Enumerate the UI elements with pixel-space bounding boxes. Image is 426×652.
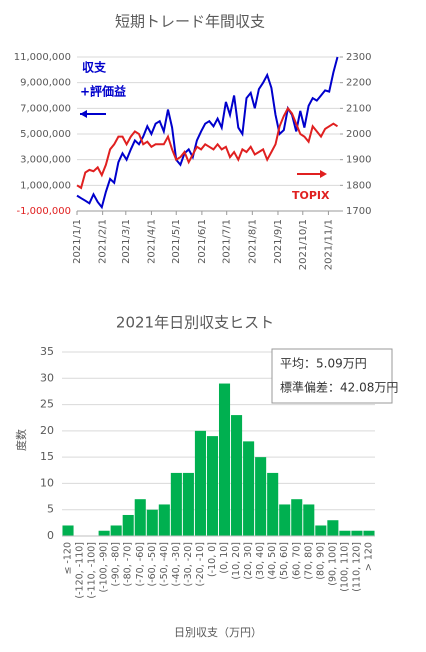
x-tick-label: (10, 20]: [231, 542, 242, 580]
bar: [351, 530, 363, 536]
bar: [158, 504, 170, 536]
x-tick-label: (60, 70]: [291, 542, 302, 580]
line-series: [76, 56, 339, 210]
y2-tick-label: 2200: [346, 78, 371, 89]
x-tick-label: (-80, -70]: [123, 542, 134, 587]
y-tick-label: 20: [40, 424, 54, 437]
bar: [231, 415, 243, 536]
x-tick-label: (-40, -30]: [171, 542, 182, 587]
x-tick-label: 2021/11/1: [323, 219, 334, 270]
y-tick-label: 3,000,000: [20, 155, 71, 166]
bar: [339, 530, 351, 536]
x-tick-label: 2021/3/1: [121, 219, 132, 264]
y2-tick-label: 2300: [346, 52, 371, 63]
x-tick-label: ≤ -120: [63, 542, 74, 575]
bar: [146, 509, 158, 536]
chart-title: 短期トレード年間収支: [115, 13, 265, 31]
x-tick-label: 2021/4/1: [146, 219, 157, 264]
x-tick-label: 2021/1/1: [72, 219, 83, 264]
bar: [291, 499, 303, 536]
x-tick-label: (100, 110]: [339, 542, 350, 592]
y2-tick-label: 1900: [346, 155, 371, 166]
x-tick-label: (40, 50]: [267, 542, 278, 580]
annotation: 収支: [82, 60, 107, 75]
bar: [363, 530, 375, 536]
bar: [134, 499, 146, 536]
x-tick-label: (-110, -100]: [87, 542, 98, 599]
bar: [122, 514, 134, 536]
y-tick-label: 35: [40, 345, 54, 358]
y-tick-label: 0: [47, 529, 54, 542]
x-tick-label: (-50, -40]: [159, 542, 170, 587]
x-tick-label: (30, 40]: [255, 542, 266, 580]
y-tick-label: 5,000,000: [20, 129, 71, 140]
arrow-head: [80, 110, 87, 118]
y-tick-label: -1,000,000: [16, 206, 71, 217]
bar: [170, 472, 182, 536]
x-axis-label: 日別収支（万円）: [174, 626, 262, 639]
x-tick-label: (20, 30]: [243, 542, 254, 580]
y-tick-label: 10: [40, 476, 54, 489]
x-tick-label: 2021/5/1: [171, 219, 182, 264]
stats-box: [271, 348, 393, 404]
y-tick-label: 7,000,000: [20, 103, 71, 114]
chart-title: 2021年日別収支ヒスト: [116, 314, 274, 332]
x-tick-label: > 120: [363, 542, 374, 571]
x-tick-label: 2021/8/1: [247, 219, 258, 264]
x-tick-label: (-20, -10]: [195, 542, 206, 587]
x-tick-label: (-100, -90]: [99, 542, 110, 593]
x-tick-label: (50, 60]: [279, 542, 290, 580]
bar: [182, 472, 194, 536]
x-tick-label: 2021/10/1: [298, 219, 309, 270]
x-tick-label: (90, 100]: [327, 542, 338, 586]
x-tick-label: (-70, -60]: [135, 542, 146, 587]
y2-tick-label: 2000: [346, 129, 371, 140]
bar: [98, 530, 110, 536]
arrow-head: [320, 170, 327, 178]
y2-tick-label: 2100: [346, 103, 371, 114]
bar: [218, 383, 231, 536]
bar: [194, 430, 206, 536]
y-axis-label: 度数: [14, 429, 28, 451]
bar: [243, 441, 255, 536]
bar: [327, 520, 339, 536]
x-tick-label: (-10, 0]: [207, 542, 218, 577]
y-tick-label: 30: [40, 371, 54, 384]
annotation: +評価益: [80, 84, 126, 99]
x-tick-label: (70, 80]: [303, 542, 314, 580]
x-tick-label: 2021/6/1: [197, 219, 208, 264]
stats-text: 平均：5.09万円: [280, 357, 367, 371]
y-tick-label: 5: [47, 503, 54, 516]
bar: [279, 504, 291, 536]
bar: [315, 525, 327, 536]
bar: [110, 525, 122, 536]
stats-text: 標準偏差：42.08万円: [280, 380, 398, 395]
x-tick-label: (-30, -20]: [183, 542, 194, 587]
x-tick-label: (-90, -80]: [111, 542, 122, 587]
x-tick-label: 2021/7/1: [222, 219, 233, 264]
bar: [255, 457, 267, 536]
line-series: [76, 106, 339, 190]
y-tick-label: 15: [40, 450, 54, 463]
x-tick-label: 2021/2/1: [98, 219, 109, 264]
x-tick-label: (110, 120]: [351, 542, 362, 592]
x-tick-label: (-60, -50]: [147, 542, 158, 587]
annotation: TOPIX: [292, 189, 330, 202]
x-tick-label: 2021/9/1: [273, 219, 284, 264]
x-tick-label: (80, 90]: [315, 542, 326, 580]
bar: [206, 436, 219, 536]
x-tick-label: (-120, -110]: [75, 542, 86, 599]
y2-tick-label: 1700: [346, 206, 371, 217]
y-tick-label: 9,000,000: [20, 78, 71, 89]
y-tick-label: 1,000,000: [20, 180, 71, 191]
y2-tick-label: 1800: [346, 180, 371, 191]
bar: [303, 504, 315, 536]
y-tick-label: 25: [40, 398, 54, 411]
bar: [62, 525, 74, 536]
x-tick-label: (0, 10]: [219, 542, 230, 574]
bar: [267, 472, 279, 536]
y-tick-label: 11,000,000: [14, 52, 71, 63]
